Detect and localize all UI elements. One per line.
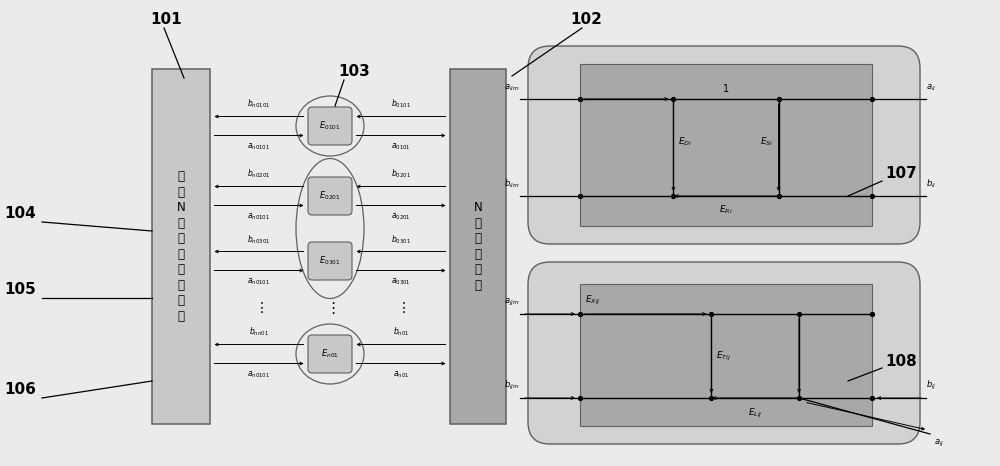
Text: $b_{0201}$: $b_{0201}$ xyxy=(391,168,411,180)
Text: $E_{0301}$: $E_{0301}$ xyxy=(319,255,341,267)
Text: 107: 107 xyxy=(885,166,917,181)
Text: N
端
口
被
测
件: N 端 口 被 测 件 xyxy=(474,201,482,292)
Text: 102: 102 xyxy=(570,12,602,27)
Text: $\vdots$: $\vdots$ xyxy=(396,300,406,315)
Bar xyxy=(580,64,872,226)
FancyBboxPatch shape xyxy=(308,177,352,215)
Text: $E_{n01}$: $E_{n01}$ xyxy=(321,348,339,360)
Text: $\vdots$: $\vdots$ xyxy=(325,300,335,315)
FancyBboxPatch shape xyxy=(308,242,352,280)
Bar xyxy=(580,284,872,426)
FancyBboxPatch shape xyxy=(528,262,920,444)
Text: 1: 1 xyxy=(723,84,729,94)
Text: $a_{0301}$: $a_{0301}$ xyxy=(391,276,411,287)
FancyBboxPatch shape xyxy=(308,335,352,373)
Text: $a_{n0101}$: $a_{n0101}$ xyxy=(247,370,271,380)
Bar xyxy=(450,69,506,424)
Text: 104: 104 xyxy=(4,206,36,221)
Bar xyxy=(152,69,210,424)
Text: $E_{Si}$: $E_{Si}$ xyxy=(760,135,774,148)
Text: $b_{0301}$: $b_{0301}$ xyxy=(391,233,411,246)
Text: $a_{0101}$: $a_{0101}$ xyxy=(391,142,411,152)
Text: $E_{0201}$: $E_{0201}$ xyxy=(319,190,341,202)
Text: $a_{ii}$: $a_{ii}$ xyxy=(926,82,936,93)
Text: $b_{n0201}$: $b_{n0201}$ xyxy=(247,168,271,180)
Text: $E_{Xij}$: $E_{Xij}$ xyxy=(585,294,601,307)
Text: $b_{0101}$: $b_{0101}$ xyxy=(391,98,411,110)
Text: $a_{ij}$: $a_{ij}$ xyxy=(934,438,944,449)
Text: $E_{Ri}$: $E_{Ri}$ xyxy=(719,204,733,217)
Text: $b_{n0101}$: $b_{n0101}$ xyxy=(247,98,271,110)
Text: $E_{0101}$: $E_{0101}$ xyxy=(319,120,341,132)
Text: $b_{n0301}$: $b_{n0301}$ xyxy=(247,233,271,246)
Text: $a_{n01}$: $a_{n01}$ xyxy=(393,370,409,380)
Text: $b_{ii}$: $b_{ii}$ xyxy=(926,178,937,190)
Text: 106: 106 xyxy=(4,382,36,397)
Text: $a_{iim}$: $a_{iim}$ xyxy=(504,82,520,93)
FancyBboxPatch shape xyxy=(308,107,352,145)
Text: $a_{n0101}$: $a_{n0101}$ xyxy=(247,142,271,152)
Text: $b_{nn01}$: $b_{nn01}$ xyxy=(249,326,269,338)
Text: $b_{n01}$: $b_{n01}$ xyxy=(393,326,409,338)
Text: $E_{Di}$: $E_{Di}$ xyxy=(678,135,693,148)
Text: $E_{Lij}$: $E_{Lij}$ xyxy=(748,407,763,420)
Text: $\vdots$: $\vdots$ xyxy=(254,300,264,315)
Text: $a_{jjm}$: $a_{jjm}$ xyxy=(504,297,520,308)
Text: $b_{ij}$: $b_{ij}$ xyxy=(926,379,937,392)
Text: $a_{0201}$: $a_{0201}$ xyxy=(391,212,411,222)
Text: 101: 101 xyxy=(150,12,182,27)
Text: $E_{Tij}$: $E_{Tij}$ xyxy=(716,350,731,363)
Text: $a_{n0101}$: $a_{n0101}$ xyxy=(247,212,271,222)
Text: 105: 105 xyxy=(4,282,36,297)
Text: $b_{iim}$: $b_{iim}$ xyxy=(504,178,520,190)
Text: 108: 108 xyxy=(885,354,917,369)
Text: 103: 103 xyxy=(338,64,370,79)
Text: $a_{n0101}$: $a_{n0101}$ xyxy=(247,276,271,287)
FancyBboxPatch shape xyxy=(528,46,920,244)
Text: $b_{ijm}$: $b_{ijm}$ xyxy=(504,379,520,392)
Text: 理
想
N
端
口
网
络
分
析
仪: 理 想 N 端 口 网 络 分 析 仪 xyxy=(177,170,185,323)
